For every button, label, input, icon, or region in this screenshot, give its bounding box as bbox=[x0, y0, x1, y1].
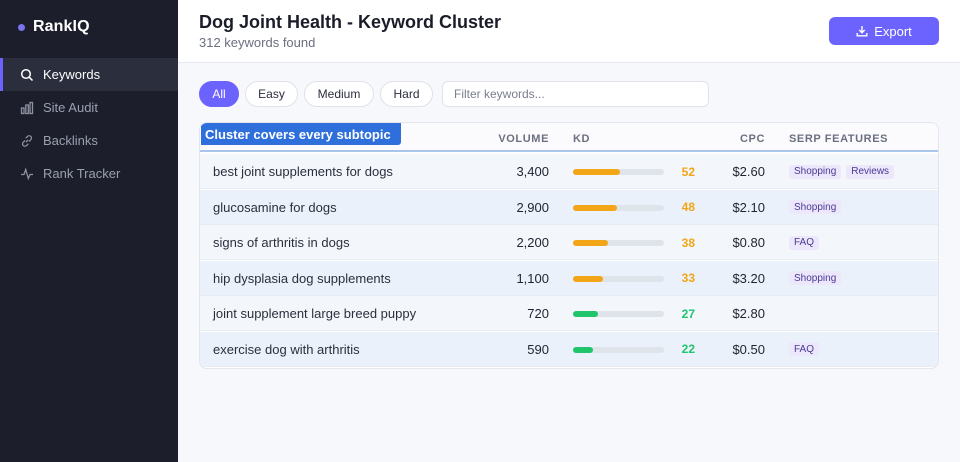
kd-bar bbox=[573, 275, 664, 282]
keyword-table: Cluster covers every subtopic VOLUME KD … bbox=[199, 122, 939, 369]
keyword-cell[interactable]: exercise dog with arthritis bbox=[213, 341, 360, 357]
kd-score: 48 bbox=[681, 200, 695, 214]
kd-score: 38 bbox=[681, 235, 695, 250]
serp-features-cell: FAQ bbox=[789, 225, 824, 260]
cluster-callout: Cluster covers every subtopic bbox=[201, 123, 401, 145]
link-icon bbox=[20, 134, 34, 148]
kd-bar-fill bbox=[573, 240, 608, 246]
filter-chip-all[interactable]: All bbox=[199, 81, 239, 107]
sidebar-item-rank-tracker[interactable]: Rank Tracker bbox=[0, 157, 178, 190]
kd-bar-fill bbox=[573, 275, 604, 282]
serp-features-cell: Shopping bbox=[789, 190, 846, 225]
export-label: Export bbox=[874, 23, 912, 39]
sidebar-item-label: Site Audit bbox=[43, 100, 98, 115]
app-name: RankIQ bbox=[33, 18, 90, 35]
kd-bar-fill bbox=[573, 204, 617, 211]
cpc-cell: $2.80 bbox=[732, 306, 765, 321]
keyword-count: 312 keywords found bbox=[199, 35, 316, 50]
serp-features-cell: FAQ bbox=[789, 332, 824, 367]
serp-feature-tag: FAQ bbox=[789, 342, 820, 356]
volume-cell: 590 bbox=[527, 341, 549, 357]
kd-score: 22 bbox=[681, 342, 695, 356]
serp-feature-tag: Reviews bbox=[846, 164, 895, 179]
kd-bar bbox=[573, 346, 664, 353]
table-row[interactable]: signs of arthritis in dogs 2,200 38 $0.80 FA… bbox=[200, 225, 938, 260]
cpc-cell: $2.10 bbox=[732, 199, 765, 215]
pulse-icon bbox=[20, 166, 34, 181]
volume-cell: 2,200 bbox=[516, 235, 549, 250]
serp-feature-tag: Shopping bbox=[789, 271, 842, 285]
cpc-cell: $2.60 bbox=[732, 164, 765, 179]
cpc-cell: $0.80 bbox=[732, 235, 765, 250]
download-icon bbox=[856, 26, 868, 37]
filter-chip-hard[interactable]: Hard bbox=[380, 81, 433, 107]
column-header-serp-features[interactable]: SERP FEATURES bbox=[789, 133, 889, 145]
logo[interactable]: RankIQ bbox=[18, 16, 90, 38]
serp-features-cell: Shopping Reviews bbox=[789, 154, 899, 189]
sidebar-item-backlinks[interactable]: Backlinks bbox=[0, 124, 178, 157]
table-row[interactable]: exercise dog with arthritis 590 22 $0.50 FAQ bbox=[200, 331, 938, 367]
serp-features-cell: Shopping bbox=[789, 261, 846, 296]
table-row[interactable]: best joint supplements for dogs 3,400 52 $2… bbox=[200, 154, 938, 189]
kd-score: 33 bbox=[681, 271, 695, 285]
keyword-cell[interactable]: best joint supplements for dogs bbox=[213, 164, 393, 179]
filter-keywords-input[interactable] bbox=[442, 81, 709, 107]
kd-bar-fill bbox=[573, 169, 621, 175]
volume-cell: 1,100 bbox=[516, 270, 549, 286]
filter-chip-easy[interactable]: Easy bbox=[245, 81, 298, 107]
table-row[interactable]: hip dysplasia dog supplements 1,100 33 $3.2… bbox=[200, 260, 938, 296]
export-button[interactable]: Export bbox=[829, 17, 939, 45]
sidebar-nav: Keywords Site Audit Backlinks Rank Track… bbox=[0, 58, 178, 190]
filter-chip-medium[interactable]: Medium bbox=[304, 81, 374, 107]
kd-bar-fill bbox=[573, 311, 598, 317]
table-header: Cluster covers every subtopic VOLUME KD … bbox=[200, 123, 938, 152]
column-header-volume[interactable]: VOLUME bbox=[498, 133, 549, 145]
kd-bar bbox=[573, 169, 664, 175]
column-header-kd[interactable]: KD bbox=[573, 133, 591, 145]
kd-bar bbox=[573, 311, 664, 317]
kd-score: 52 bbox=[681, 164, 695, 179]
column-header-cpc[interactable]: CPC bbox=[739, 133, 765, 145]
keyword-cell[interactable]: signs of arthritis in dogs bbox=[213, 235, 350, 250]
search-icon bbox=[20, 68, 34, 82]
cpc-cell: $3.20 bbox=[732, 270, 765, 286]
serp-feature-tag: FAQ bbox=[789, 235, 820, 250]
serp-feature-tag: Shopping bbox=[789, 164, 842, 179]
sidebar-item-site-audit[interactable]: Site Audit bbox=[0, 91, 178, 124]
keyword-cell[interactable]: joint supplement large breed puppy bbox=[213, 306, 417, 321]
kd-score: 27 bbox=[681, 306, 695, 321]
kd-bar bbox=[573, 204, 664, 211]
volume-cell: 2,900 bbox=[516, 199, 549, 215]
logo-dot bbox=[18, 23, 25, 31]
sidebar-item-label: Rank Tracker bbox=[43, 166, 121, 181]
serp-feature-tag: Shopping bbox=[789, 200, 842, 214]
keyword-cell[interactable]: hip dysplasia dog supplements bbox=[213, 270, 391, 286]
volume-cell: 720 bbox=[527, 306, 549, 321]
sidebar-item-label: Backlinks bbox=[43, 133, 98, 148]
table-row[interactable]: joint supplement large breed puppy 720 27 $… bbox=[200, 296, 938, 331]
page-title: Dog Joint Health - Keyword Cluster bbox=[199, 12, 502, 32]
cpc-cell: $0.50 bbox=[732, 341, 765, 357]
bar-chart-icon bbox=[20, 101, 34, 115]
sidebar-item-keywords[interactable]: Keywords bbox=[0, 58, 178, 91]
kd-bar-fill bbox=[573, 346, 594, 353]
sidebar-item-label: Keywords bbox=[43, 67, 101, 82]
kd-bar bbox=[573, 240, 664, 246]
volume-cell: 3,400 bbox=[516, 164, 549, 179]
table-row[interactable]: glucosamine for dogs 2,900 48 $2.10 Shopping bbox=[200, 189, 938, 225]
filter-bar: All Easy Medium Hard bbox=[199, 81, 709, 107]
sidebar: RankIQ Keywords Site Audit Backlinks Ran… bbox=[0, 0, 178, 462]
page-header: Dog Joint Health - Keyword Cluster 312 k… bbox=[178, 0, 960, 63]
keyword-cell[interactable]: glucosamine for dogs bbox=[213, 199, 337, 215]
